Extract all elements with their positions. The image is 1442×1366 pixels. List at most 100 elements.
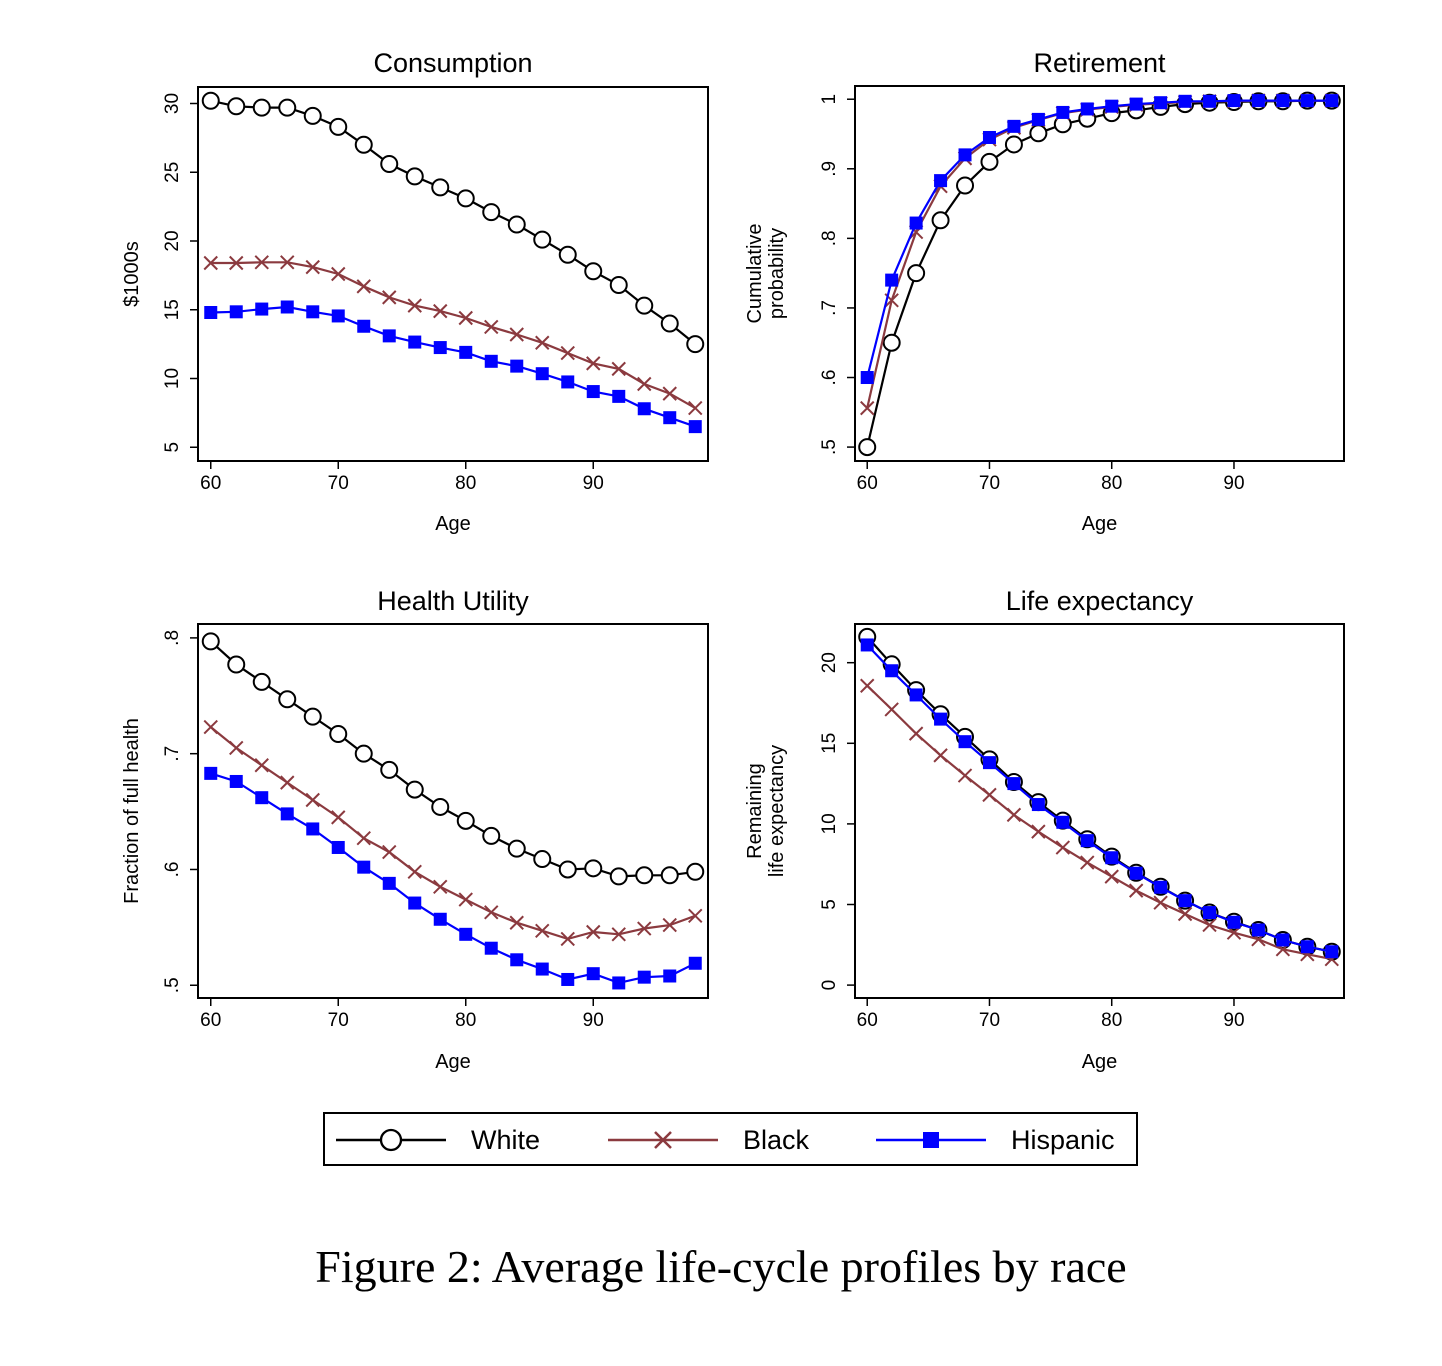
health-utility-point-white [507, 839, 526, 858]
consumption-point-white [278, 98, 297, 117]
consumption-point-white [584, 262, 603, 281]
consumption-point-black [535, 335, 550, 350]
life-expectancy-point-hispanic [885, 664, 899, 678]
consumption-point-white [686, 335, 705, 354]
life-expectancy-point-black [1153, 895, 1168, 910]
health-utility-point-black [458, 892, 473, 907]
consumption-ytick-label: 20 [162, 230, 183, 251]
retirement-point-hispanic [1105, 99, 1119, 113]
consumption-line-hispanic [210, 305, 696, 428]
consumption-title: Consumption [373, 48, 532, 78]
consumption-point-white [431, 178, 450, 197]
health-utility-point-white [227, 655, 246, 674]
consumption-xtick-label: 90 [583, 473, 604, 494]
life-expectancy-point-black [1177, 906, 1193, 922]
consumption-point-white [329, 117, 348, 136]
retirement-ytick-label: .6 [819, 370, 840, 386]
life-expectancy-line-black [866, 684, 1333, 961]
life-expectancy-point-black [1202, 917, 1217, 933]
health-utility-point-black [560, 931, 575, 947]
health-utility-point-black [203, 719, 218, 735]
legend-label-black: Black [743, 1125, 810, 1155]
legend-item-black: Black [608, 1125, 810, 1155]
retirement-point-hispanic [1056, 105, 1070, 119]
life-expectancy-point-hispanic [1178, 894, 1192, 908]
retirement-point-hispanic [860, 371, 874, 385]
health-utility-point-hispanic [637, 970, 651, 984]
life-expectancy-point-hispanic [1203, 906, 1217, 920]
life-expectancy-ytick-label: 20 [819, 652, 840, 673]
life-expectancy-point-hispanic [1325, 945, 1339, 959]
consumption-point-black [509, 327, 524, 342]
health-utility-point-hispanic [229, 774, 243, 788]
consumption-point-hispanic [535, 367, 549, 381]
retirement-point-white [980, 152, 999, 171]
retirement-series-white [858, 91, 1341, 457]
legend: White Black Hispanic [323, 1112, 1138, 1166]
retirement-ytick-label: .9 [819, 161, 840, 177]
consumption-xtick-label: 70 [328, 473, 349, 494]
life-expectancy-xtick-label: 80 [1101, 1010, 1122, 1031]
health-utility-point-white [405, 780, 424, 799]
consumption-point-white [456, 189, 475, 208]
health-utility-point-white [609, 867, 628, 886]
consumption-xtick-label: 80 [455, 473, 476, 494]
consumption-point-black [586, 356, 601, 371]
panel-consumption: Consumption 60 70 80 90 5 10 15 20 25 30 Age $1000s [121, 48, 709, 535]
life-expectancy-point-black [884, 702, 899, 717]
consumption-point-black [305, 259, 320, 275]
panel-life-expectancy: Life expectancy 60 70 80 90 0 5 10 15 20 Age Remain… [744, 586, 1345, 1073]
health-utility-point-black [280, 775, 295, 790]
retirement-point-hispanic [1227, 94, 1241, 108]
health-utility-point-white [431, 797, 450, 816]
health-utility-line-white [210, 640, 696, 878]
consumption-ytick-label: 15 [162, 299, 183, 320]
consumption-point-hispanic [331, 309, 345, 323]
life-expectancy-point-hispanic [1105, 851, 1119, 865]
life-expectancy-point-black [860, 678, 875, 693]
health-utility-point-hispanic [204, 766, 218, 780]
life-expectancy-point-black [1031, 824, 1046, 839]
retirement-point-hispanic [1251, 94, 1265, 108]
life-expectancy-point-black [1080, 855, 1095, 870]
health-utility-point-white [303, 707, 322, 726]
consumption-point-white [354, 135, 373, 154]
life-expectancy-xtick-label: 70 [979, 1010, 1000, 1031]
retirement-point-white [858, 438, 877, 457]
health-utility-point-hispanic [561, 972, 575, 986]
consumption-point-hispanic [408, 335, 422, 349]
consumption-plot-frame [197, 86, 709, 462]
health-utility-point-white [380, 760, 399, 779]
consumption-point-hispanic [561, 375, 575, 389]
retirement-point-hispanic [1129, 97, 1143, 111]
health-utility-point-hispanic [433, 912, 447, 926]
consumption-point-hispanic [204, 306, 218, 319]
retirement-ytick-label: 1 [819, 94, 840, 105]
life-expectancy-xlabel: Age [1082, 1051, 1118, 1073]
life-expectancy-point-hispanic [1031, 798, 1045, 812]
consumption-point-black [331, 266, 346, 282]
consumption-point-hispanic [382, 329, 396, 343]
legend-label-white: White [471, 1125, 540, 1155]
life-expectancy-point-hispanic [1080, 834, 1094, 848]
health-utility-point-white [533, 850, 552, 869]
consumption-point-hispanic [306, 305, 320, 319]
consumption-point-black [229, 255, 244, 271]
health-utility-point-hispanic [535, 962, 549, 976]
retirement-ylabel: probability [766, 228, 788, 319]
health-utility-point-white [635, 866, 654, 885]
consumption-point-white [660, 314, 679, 333]
life-expectancy-point-black [933, 748, 948, 763]
consumption-series-white [201, 91, 705, 354]
consumption-point-white [380, 155, 399, 173]
health-utility-ytick-label: .5 [162, 977, 183, 993]
figure-caption: Figure 2: Average life-cycle profiles by… [315, 1241, 1127, 1292]
retirement-series-hispanic [860, 94, 1339, 385]
health-utility-point-hispanic [280, 807, 294, 821]
retirement-plot-frame [854, 85, 1345, 462]
health-utility-point-white [201, 632, 220, 651]
consumption-point-black [637, 376, 652, 392]
health-utility-point-hispanic [586, 967, 600, 981]
health-utility-ytick-label: .6 [162, 862, 183, 878]
consumption-point-hispanic [280, 300, 294, 314]
